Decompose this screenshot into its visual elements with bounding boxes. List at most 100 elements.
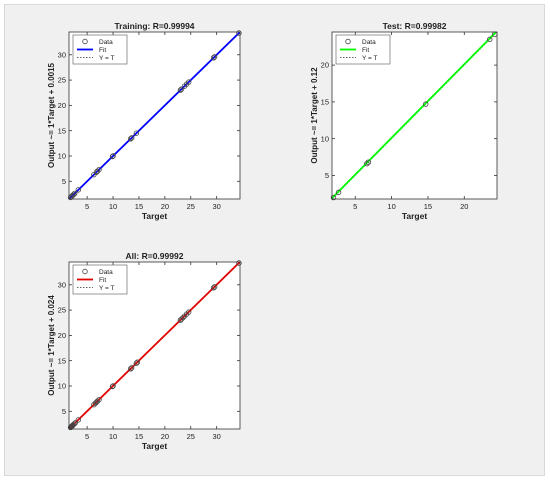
data-point [127, 366, 134, 372]
y-tick-label: 30 [58, 280, 66, 289]
x-tick-label: 5 [85, 432, 89, 441]
data-point [134, 359, 141, 365]
data-point [330, 194, 337, 201]
data-point [72, 420, 78, 426]
fit-line [332, 32, 497, 199]
data-point [133, 360, 140, 366]
subplot-1: 5 10 15 20 25 30 5 10 15 20 25 30 Training: R=0.9999… [47, 21, 242, 221]
y-tick-label: 15 [58, 356, 66, 365]
data-point [94, 398, 101, 404]
x-tick-label: 5 [85, 202, 89, 211]
legend-data-marker [345, 38, 351, 45]
data-point [487, 36, 493, 43]
y-axis-label: Output ~= 1*Target + 0.0015 [47, 62, 56, 168]
x-tick-label: 20 [161, 202, 169, 211]
data-point [211, 284, 218, 290]
data-point [210, 285, 217, 291]
data-point [128, 365, 135, 371]
data-point [71, 421, 77, 427]
y-tick-label: 10 [58, 152, 66, 161]
x-tick-label: 20 [161, 432, 169, 441]
legend-entry: Data [99, 269, 113, 276]
chart-title: All: R=0.99992 [126, 251, 184, 261]
data-point [75, 187, 82, 193]
data-point [133, 130, 140, 136]
data-point [178, 86, 185, 92]
chart-title: Training: R=0.99994 [114, 21, 194, 31]
data-point [236, 30, 242, 36]
y-tick-label: 25 [58, 306, 66, 315]
data-point [96, 166, 102, 173]
data-point [364, 160, 370, 167]
data-point [70, 191, 77, 198]
y-tick-label: 20 [58, 331, 66, 340]
data-point [110, 383, 116, 389]
data-point [110, 153, 116, 159]
y-tick-label: 5 [62, 177, 66, 186]
y-axis-label: Output ~= 1*Target + 0.12 [310, 67, 319, 164]
x-tick-label: 10 [109, 432, 117, 441]
y-tick-label: 15 [58, 126, 66, 135]
data-point [109, 153, 116, 160]
axes-border [331, 31, 498, 200]
legend-entry: Y = T [99, 55, 115, 62]
x-tick-label: 15 [135, 432, 143, 441]
x-tick-label: 25 [187, 432, 195, 441]
y-tick-label: 5 [62, 407, 66, 416]
x-axis-label: Target [402, 211, 428, 221]
data-point [423, 101, 429, 107]
data-point [94, 168, 101, 174]
data-point [211, 54, 218, 60]
legend-entry: Y = T [99, 285, 115, 292]
data-point [210, 55, 217, 61]
x-tick-label: 30 [213, 432, 221, 441]
data-point [127, 136, 134, 142]
axes-border [68, 31, 241, 200]
x-tick-label: 30 [213, 202, 221, 211]
y-axis-label: Output ~= 1*Target + 0.024 [47, 295, 56, 396]
data-point [180, 314, 186, 321]
data-point [178, 316, 185, 322]
legend-entry: Fit [362, 47, 369, 54]
y-tick-label: 10 [321, 134, 329, 143]
y-tick-label: 10 [58, 382, 66, 391]
legend-entry: Data [99, 39, 113, 46]
x-tick-label: 15 [424, 202, 432, 211]
data-point [177, 87, 184, 93]
x-tick-label: 10 [387, 202, 395, 211]
legend-entry: Y = T [362, 55, 378, 62]
y-tick-label: 20 [58, 101, 66, 110]
y-tick-label: 25 [58, 76, 66, 85]
data-point [236, 260, 242, 266]
x-tick-label: 5 [353, 202, 357, 211]
x-tick-label: 25 [187, 202, 195, 211]
axes-border [68, 261, 241, 430]
legend-entry: Fit [99, 277, 106, 284]
x-tick-label: 15 [135, 202, 143, 211]
data-point [365, 159, 372, 165]
x-axis-label: Target [142, 441, 168, 451]
y-tick-label: 20 [321, 61, 329, 70]
legend-entry: Fit [99, 47, 106, 54]
x-tick-label: 10 [109, 202, 117, 211]
legend-data-marker [82, 268, 88, 275]
legend-data-marker [82, 38, 88, 45]
data-point [185, 309, 192, 315]
y-tick-label: 15 [321, 97, 329, 106]
data-point [335, 189, 342, 196]
legend-entry: Data [362, 39, 376, 46]
data-point [75, 417, 82, 423]
subplot-2: 5 10 15 20 5 10 15 20 Test: R=0.99982 Target Outpu… [310, 21, 498, 221]
y-tick-label: 5 [325, 171, 329, 180]
x-axis-label: Target [142, 211, 168, 221]
data-point [109, 383, 116, 390]
data-point [71, 190, 78, 197]
y-tick-label: 30 [58, 50, 66, 59]
data-point [96, 396, 102, 403]
data-point [185, 79, 192, 85]
chart-title: Test: R=0.99982 [383, 21, 447, 31]
